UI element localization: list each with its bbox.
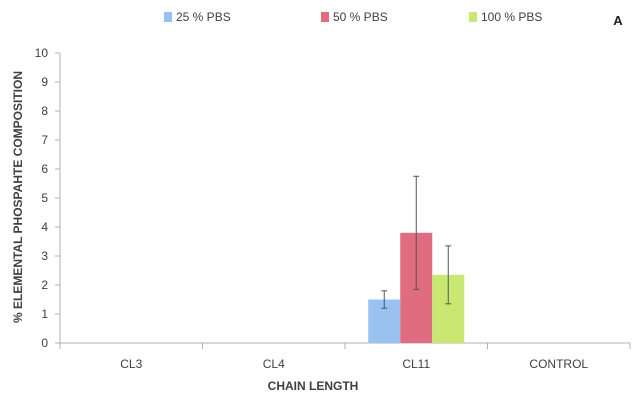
y-axis-title: % ELEMENTAL PHOSPAHTE COMPOSITION bbox=[11, 71, 25, 323]
legend-label: 50 % PBS bbox=[333, 10, 388, 24]
y-tick-label: 10 bbox=[35, 46, 49, 60]
legend-swatch bbox=[469, 12, 477, 22]
x-axis: CL3 CL4 CL11 CONTROL bbox=[59, 342, 631, 371]
bars bbox=[368, 232, 465, 343]
y-tick-label: 9 bbox=[41, 75, 48, 89]
x-tick-label: CONTROL bbox=[529, 357, 588, 371]
panel-label: A bbox=[613, 13, 623, 28]
x-tick-label: CL4 bbox=[263, 357, 285, 371]
legend-label: 25 % PBS bbox=[176, 10, 231, 24]
legend-label: 100 % PBS bbox=[481, 10, 542, 24]
legend-swatch bbox=[321, 12, 329, 22]
y-tick-label: 4 bbox=[41, 220, 48, 234]
x-tick-label: CL11 bbox=[402, 357, 430, 371]
x-tick-label: CL3 bbox=[120, 357, 142, 371]
y-tick-label: 8 bbox=[41, 104, 48, 118]
y-tick-label: 0 bbox=[41, 336, 48, 350]
y-tick-label: 2 bbox=[41, 278, 48, 292]
y-tick-label: 5 bbox=[41, 191, 48, 205]
y-tick-label: 7 bbox=[41, 133, 48, 147]
error-bars bbox=[381, 175, 452, 309]
legend: 25 % PBS 50 % PBS 100 % PBS bbox=[164, 10, 542, 24]
x-axis-title: CHAIN LENGTH bbox=[268, 379, 359, 393]
y-axis: 0 1 2 3 4 5 6 7 8 9 10 bbox=[35, 46, 61, 350]
legend-swatch bbox=[164, 12, 172, 22]
y-tick-label: 1 bbox=[41, 307, 48, 321]
y-tick-label: 3 bbox=[41, 249, 48, 263]
y-tick-label: 6 bbox=[41, 162, 48, 176]
